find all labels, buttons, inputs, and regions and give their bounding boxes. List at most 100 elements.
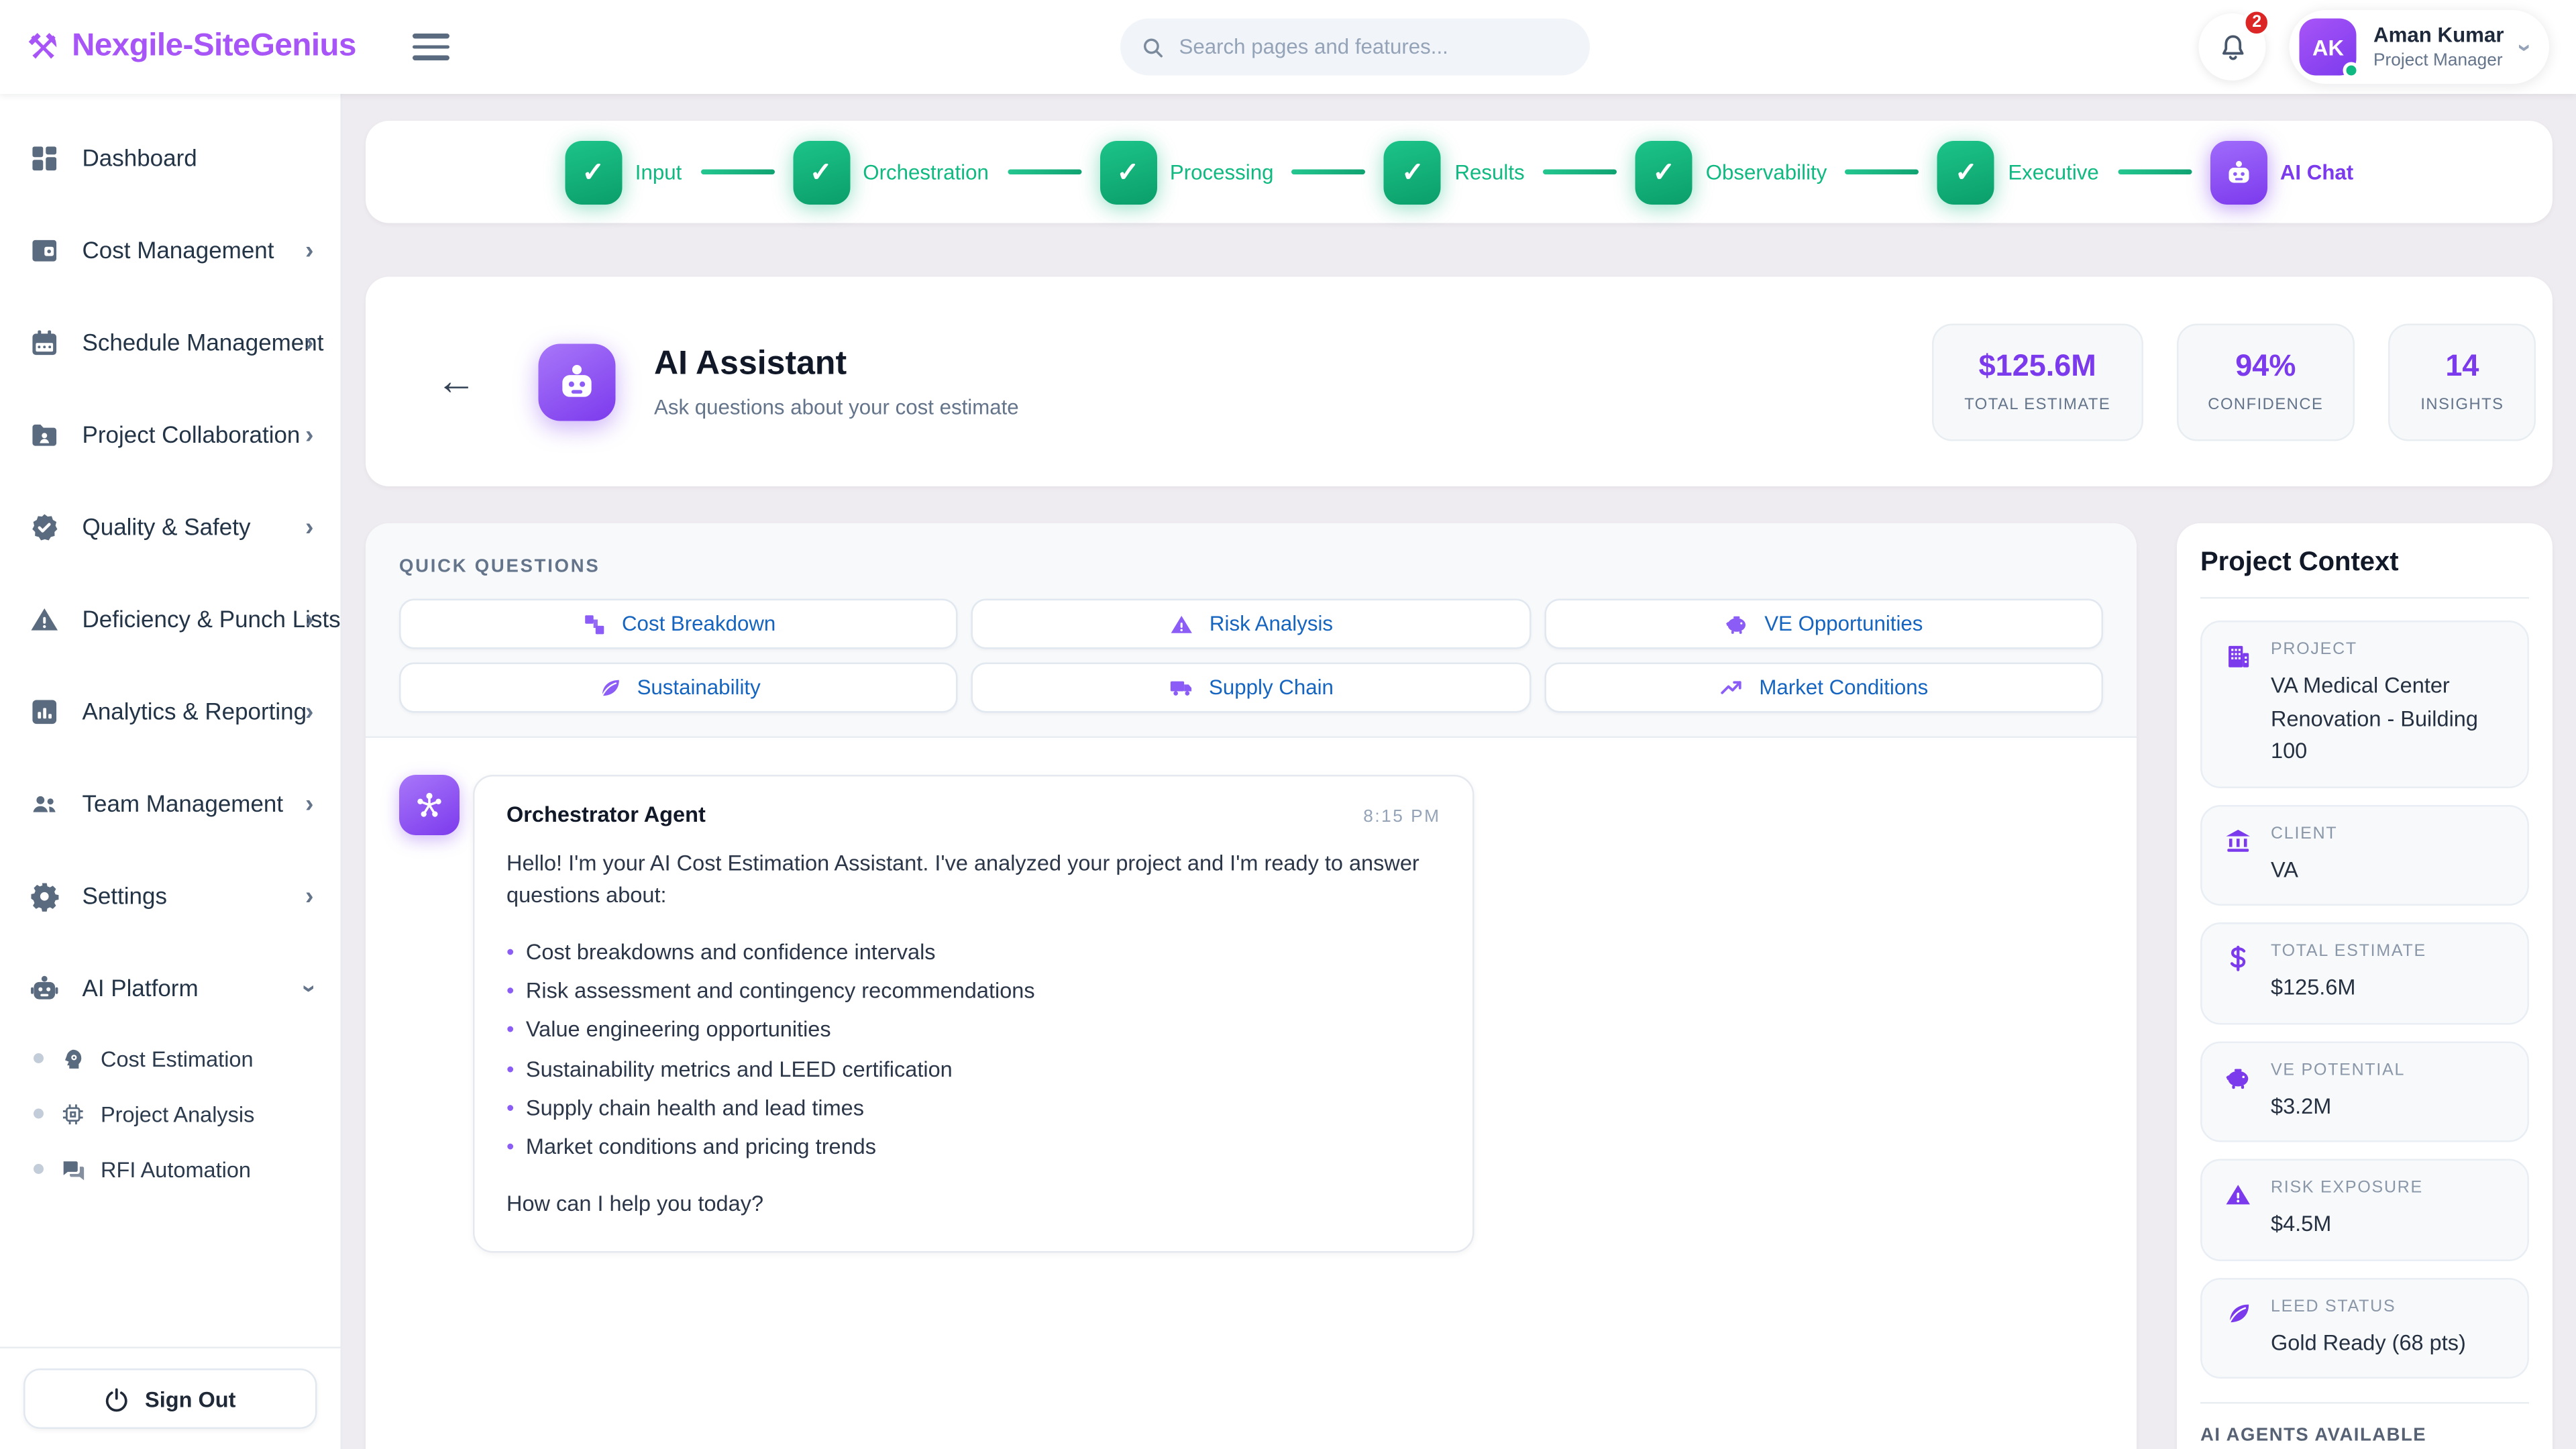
robot-icon [27,971,60,1005]
back-button[interactable]: ← [436,358,476,404]
signout-section: Sign Out [0,1346,341,1449]
sidebar-subitem-rfi-automation[interactable]: RFI Automation [13,1147,327,1191]
context-item-leed-status: LEED STATUS Gold Ready (68 pts) [2200,1277,2529,1379]
power-icon [105,1386,130,1411]
context-panel-title: Project Context [2200,549,2529,599]
bullet-dot: • [506,1134,515,1160]
sidebar-item-team-management[interactable]: Team Management › [13,770,327,837]
app-logo[interactable]: ⚒ Nexgile-SiteGenius [0,29,356,66]
sidebar: Dashboard Cost Management › Schedule Man… [0,94,342,1449]
sidebar-item-quality-safety[interactable]: Quality & Safety › [13,493,327,560]
page-title: AI Assistant [654,344,847,382]
sign-out-button[interactable]: Sign Out [23,1368,317,1429]
step-observability[interactable]: ✓ Observability [1635,140,1827,204]
dashboard-icon [27,141,60,174]
quick-question-cost-breakdown[interactable]: Cost Breakdown [399,598,959,649]
step-executive[interactable]: ✓ Executive [1937,140,2099,204]
stat-total-estimate: $125.6M TOTAL ESTIMATE [1932,323,2143,441]
message-bubble: Orchestrator Agent 8:15 PM Hello! I'm yo… [473,775,1474,1253]
step-results[interactable]: ✓ Results [1384,140,1525,204]
quick-question-sustainability[interactable]: Sustainability [399,662,959,713]
sidebar-item-dashboard[interactable]: Dashboard [13,124,327,191]
step-processing[interactable]: ✓ Processing [1099,140,1273,204]
sidebar-item-cost-management[interactable]: Cost Management › [13,217,327,284]
tools-icon: ⚒ [27,28,59,66]
chat-bubbles-icon [59,1156,86,1183]
robot-icon [2209,140,2267,204]
chevron-right-icon: › [305,235,314,264]
leaf-icon [597,675,623,700]
message-closing: How can I help you today? [506,1191,764,1217]
sidebar-subitem-cost-estimation[interactable]: Cost Estimation [13,1036,327,1080]
bullet-dot [34,1108,44,1119]
sidebar-item-analytics-reporting[interactable]: Analytics & Reporting › [13,678,327,745]
user-menu[interactable]: AK Aman Kumar Project Manager › [2290,10,2549,84]
chevron-down-icon: › [2510,42,2540,52]
team-icon [27,787,60,820]
avatar: AK [2300,18,2361,79]
gear-icon [27,879,60,912]
bullet-dot: • [506,938,515,964]
orchestrator-agent-icon [399,775,460,835]
notifications-button[interactable]: 2 [2199,8,2271,80]
quick-question-supply-chain[interactable]: Supply Chain [971,662,1531,713]
step-ai-chat[interactable]: AI Chat [2209,140,2353,204]
warning-triangle-icon [27,602,60,636]
chevron-right-icon: › [305,604,314,633]
piggy-bank-icon [1724,611,1750,637]
user-name: Aman Kumar [2373,23,2504,48]
badge-check-icon [27,510,60,543]
sidebar-item-deficiency-punch-lists[interactable]: Deficiency & Punch Lists › [13,586,341,653]
robot-icon [538,343,616,421]
message-bullet: • Cost breakdowns and confidence interval… [506,937,1441,969]
step-connector [700,168,774,175]
sidebar-item-schedule-management[interactable]: Schedule Management › [13,309,327,376]
chat-panel: QUICK QUESTIONS Cost Breakdown Risk Anal… [366,523,2137,1449]
quick-questions-section: QUICK QUESTIONS Cost Breakdown Risk Anal… [366,523,2137,738]
message-intro: Hello! I'm your AI Cost Estimation Assis… [506,850,1419,908]
chevron-right-icon: › [305,789,314,818]
context-item-project: PROJECT VA Medical Center Renovation - B… [2200,621,2529,788]
sidebar-item-project-collaboration[interactable]: Project Collaboration › [13,401,327,468]
truck-icon [1169,675,1194,700]
project-context-panel: Project Context PROJECT VA Medical Cente… [2177,523,2553,1449]
quick-question-ve-opportunities[interactable]: VE Opportunities [1544,598,2103,649]
message-bullet: • Market conditions and pricing trends [506,1133,1441,1165]
step-connector [1007,168,1081,175]
quick-question-market-conditions[interactable]: Market Conditions [1544,662,2103,713]
sidebar-item-settings[interactable]: Settings › [13,862,327,929]
step-orchestration[interactable]: ✓ Orchestration [792,140,989,204]
quick-question-risk-analysis[interactable]: Risk Analysis [971,598,1531,649]
step-input[interactable]: ✓ Input [564,140,682,204]
step-connector [1291,168,1366,175]
chevron-right-icon: › [305,881,314,910]
trending-up-icon [1719,675,1744,700]
quick-questions-heading: QUICK QUESTIONS [399,557,600,577]
building-icon [2222,643,2253,673]
check-icon: ✓ [564,140,622,204]
chevron-right-icon: › [305,512,314,541]
chevron-right-icon: › [305,420,314,449]
page-subtitle: Ask questions about your cost estimate [654,394,1019,419]
ai-agents-heading: AI AGENTS AVAILABLE [2200,1426,2427,1446]
agent-name: Orchestrator Agent [506,802,706,827]
step-connector [1845,168,1919,175]
check-icon: ✓ [1937,140,1995,204]
sidebar-item-ai-platform[interactable]: AI Platform › [13,955,327,1022]
app-logo-text: Nexgile-SiteGenius [72,28,356,64]
bullet-dot: • [506,977,515,1004]
divider [2200,1402,2529,1404]
global-search[interactable] [1120,18,1590,76]
chevron-right-icon: › [305,327,314,357]
stat-insights: 14 INSIGHTS [2388,323,2536,441]
stat-confidence: 94% CONFIDENCE [2176,323,2355,441]
warning-triangle-icon [2222,1181,2253,1211]
sidebar-subitem-project-analysis[interactable]: Project Analysis [13,1092,327,1136]
search-input[interactable] [1179,35,1570,59]
message-bullet: • Value engineering opportunities [506,1015,1441,1046]
dollar-icon [2222,945,2253,975]
bank-icon [2222,826,2253,856]
check-icon: ✓ [1384,140,1442,204]
hamburger-menu-icon[interactable] [413,28,450,67]
check-icon: ✓ [1635,140,1693,204]
